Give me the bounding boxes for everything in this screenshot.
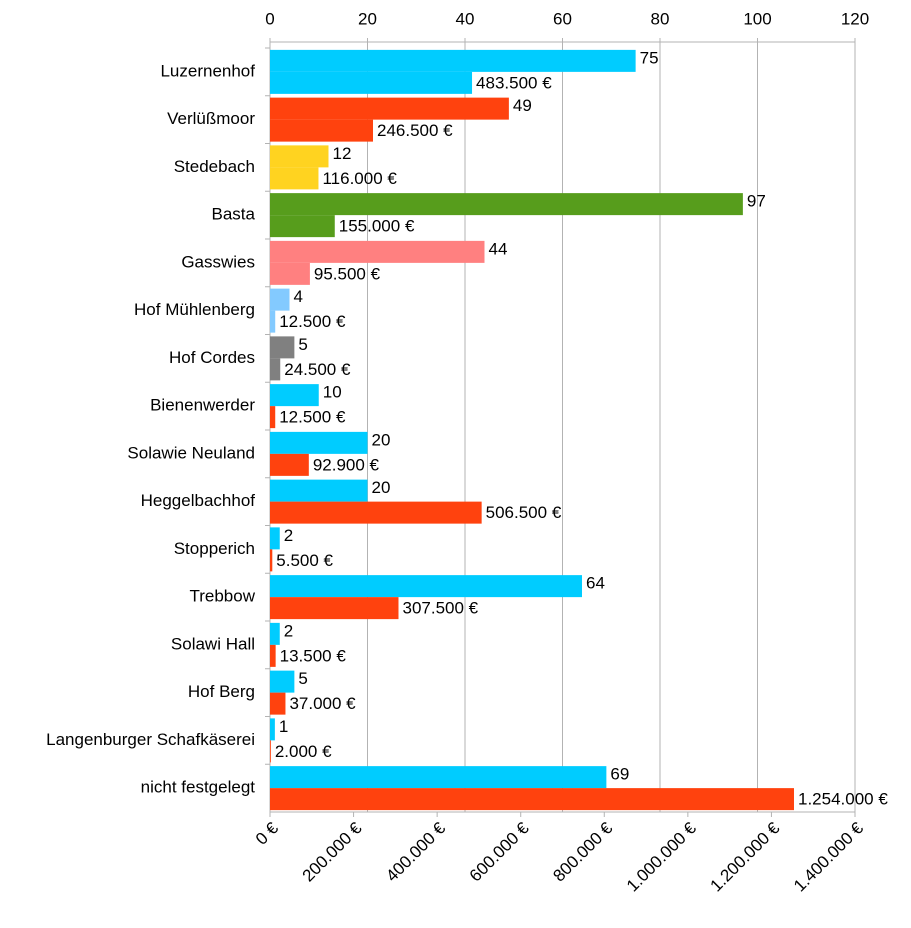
- data-label: 2: [284, 621, 293, 640]
- bar: [270, 788, 794, 811]
- bar: [270, 622, 280, 645]
- bar: [270, 358, 281, 381]
- y-tick-label: Hof Mühlenberg: [134, 300, 255, 319]
- data-label: 2: [284, 526, 293, 545]
- y-tick-label: Basta: [212, 205, 256, 224]
- bar: [270, 145, 329, 168]
- bar: [270, 670, 295, 693]
- data-label: 64: [586, 574, 605, 593]
- x2-tick-label: 80: [651, 9, 670, 28]
- data-label: 12.500 €: [279, 408, 346, 427]
- data-label: 75: [640, 48, 659, 67]
- bar: [270, 193, 743, 216]
- y-tick-label: Verlüßmoor: [167, 109, 255, 128]
- x-tick-label: 400.000 €: [382, 818, 449, 885]
- bar: [270, 215, 335, 238]
- y-tick-label: Solawi Hall: [171, 634, 255, 653]
- y-tick-label: Stopperich: [174, 539, 255, 558]
- x-tick-label: 1.000.000 €: [623, 818, 700, 895]
- bar: [270, 527, 280, 550]
- x-tick-label: 800.000 €: [549, 818, 616, 885]
- data-label: 49: [513, 96, 532, 115]
- bar: [270, 740, 271, 763]
- data-label: 69: [610, 765, 629, 784]
- bar: [270, 501, 482, 524]
- data-label: 24.500 €: [284, 360, 351, 379]
- bar: [270, 240, 485, 263]
- x-tick-label: 1.200.000 €: [706, 818, 783, 895]
- bar: [270, 453, 309, 476]
- data-label: 506.500 €: [486, 503, 562, 522]
- bar: [270, 262, 310, 285]
- bar: [270, 49, 636, 72]
- data-label: 483.500 €: [476, 73, 552, 92]
- data-label: 37.000 €: [289, 694, 356, 713]
- x-tick-label: 0 €: [252, 818, 283, 849]
- data-label: 116.000 €: [322, 169, 397, 188]
- bar: [270, 97, 509, 120]
- data-label: 92.900 €: [313, 455, 380, 474]
- x-tick-label: 1.400.000 €: [790, 818, 867, 895]
- x2-tick-label: 120: [841, 9, 869, 28]
- bar: [270, 119, 374, 142]
- data-label: 5.500 €: [276, 551, 333, 570]
- data-label: 1.254.000 €: [798, 790, 888, 809]
- bar: [270, 336, 295, 359]
- y-tick-label: Hof Cordes: [169, 348, 255, 367]
- bar: [270, 406, 276, 429]
- bar: [270, 310, 276, 333]
- bar: [270, 597, 399, 620]
- data-label: 97: [747, 192, 766, 211]
- y-tick-label: Stedebach: [174, 157, 255, 176]
- x-tick-label: 600.000 €: [466, 818, 533, 885]
- data-label: 155.000 €: [339, 217, 415, 236]
- x2-tick-label: 20: [358, 9, 377, 28]
- bar: [270, 692, 286, 715]
- data-label: 2.000 €: [275, 742, 332, 761]
- bar: [270, 431, 368, 454]
- y-tick-label: Trebbow: [189, 587, 255, 606]
- y-tick-label: Hof Berg: [188, 682, 255, 701]
- data-label: 1: [279, 717, 288, 736]
- data-label: 13.500 €: [280, 646, 347, 665]
- data-label: 12.500 €: [279, 312, 346, 331]
- y-tick-label: Langenburger Schafkäserei: [46, 730, 255, 749]
- y-tick-label: Gasswies: [181, 252, 255, 271]
- data-label: 4: [294, 287, 303, 306]
- data-label: 5: [298, 669, 307, 688]
- x2-tick-label: 100: [743, 9, 771, 28]
- bar: [270, 718, 275, 741]
- bar: [270, 644, 276, 667]
- y-tick-label: Heggelbachhof: [141, 491, 256, 510]
- data-label: 5: [298, 335, 307, 354]
- y-tick-label: Bienenwerder: [150, 396, 255, 415]
- x2-tick-label: 60: [553, 9, 572, 28]
- data-label: 246.500 €: [377, 121, 453, 140]
- data-label: 12: [333, 144, 352, 163]
- y-tick-label: Luzernenhof: [160, 61, 255, 80]
- y-tick-label: Solawie Neuland: [127, 443, 255, 462]
- bar: [270, 288, 290, 311]
- x2-tick-label: 40: [456, 9, 475, 28]
- bar: [270, 549, 273, 572]
- x2-tick-label: 0: [265, 9, 274, 28]
- bar: [270, 167, 319, 190]
- data-label: 307.500 €: [402, 599, 478, 618]
- x-tick-label: 200.000 €: [299, 818, 366, 885]
- data-label: 20: [372, 430, 391, 449]
- y-tick-label: nicht festgelegt: [141, 778, 256, 797]
- data-label: 20: [372, 478, 391, 497]
- bar: [270, 575, 582, 598]
- bar: [270, 766, 607, 789]
- bar: [270, 479, 368, 502]
- bar: [270, 384, 319, 407]
- data-label: 10: [323, 383, 342, 402]
- bar: [270, 71, 473, 94]
- data-label: 44: [489, 239, 508, 258]
- data-label: 95.500 €: [314, 264, 381, 283]
